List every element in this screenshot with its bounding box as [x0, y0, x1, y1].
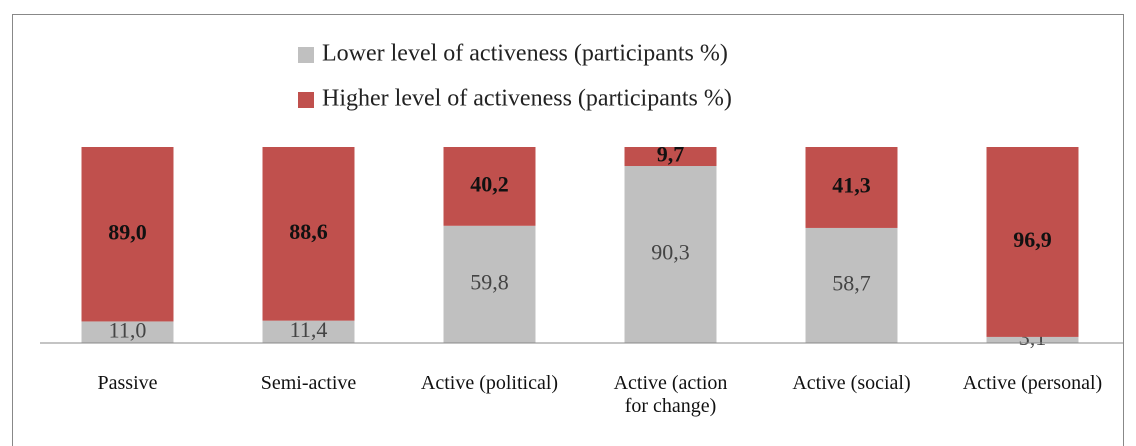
bar-segment: [805, 227, 898, 343]
bar-segment: [81, 321, 174, 343]
data-label: 88,6: [289, 219, 328, 244]
data-label: 9,7: [657, 142, 685, 167]
data-label: 58,7: [832, 271, 871, 296]
data-label: 89,0: [108, 219, 147, 244]
legend-swatch: [298, 92, 314, 108]
bar-segment: [624, 147, 717, 167]
data-label: 96,9: [1013, 227, 1052, 252]
data-label: 41,3: [832, 173, 871, 198]
x-tick-label: Active (action for change): [613, 372, 728, 417]
data-label: 40,2: [470, 171, 509, 196]
legend-swatch: [298, 47, 314, 63]
data-label: 59,8: [470, 269, 509, 294]
legend-label: Higher level of activeness (participants…: [322, 86, 732, 112]
legend-label: Lower level of activeness (participants …: [322, 41, 728, 67]
bar-segment: [443, 147, 536, 226]
bar-segment: [986, 147, 1079, 337]
x-tick-label: Passive: [97, 372, 158, 394]
bar-segment: [262, 320, 355, 343]
data-label: 11,4: [290, 317, 328, 342]
x-tick-label: Active (political): [420, 372, 559, 394]
bar-segment: [805, 147, 898, 228]
data-label: 90,3: [651, 240, 690, 265]
bar-segment: [986, 336, 1079, 343]
x-tick-label: Active (personal): [962, 372, 1103, 394]
x-tick-label: Active (social): [792, 372, 911, 394]
bar-segment: [262, 147, 355, 321]
frame: [12, 14, 1124, 446]
bar-segment: [443, 225, 536, 343]
x-tick-label: Semi-active: [260, 372, 357, 394]
bar-segment: [624, 166, 717, 343]
bar-segment: [81, 147, 174, 322]
